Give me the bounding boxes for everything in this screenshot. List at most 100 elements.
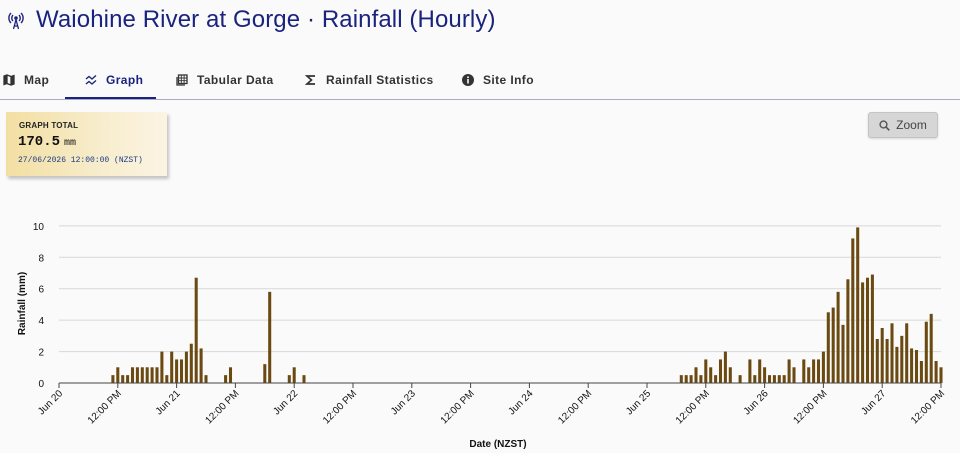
rainfall-bar bbox=[841, 324, 845, 383]
rainfall-bar bbox=[694, 367, 698, 383]
map-icon bbox=[3, 74, 15, 86]
rainfall-bar bbox=[684, 375, 688, 383]
rainfall-bar bbox=[126, 375, 130, 383]
rainfall-bar bbox=[919, 361, 923, 383]
rainfall-bar bbox=[885, 339, 889, 383]
x-tick-label: 12:00 PM bbox=[86, 388, 124, 426]
rainfall-bar bbox=[199, 348, 203, 383]
graph-total-label: GRAPH TOTAL bbox=[19, 121, 79, 130]
rainfall-bar bbox=[179, 359, 184, 383]
rainfall-bar bbox=[826, 312, 830, 383]
tab-site-info[interactable]: Site Info bbox=[462, 60, 534, 100]
page-title: Waiohine River at Gorge · Rainfall (Hour… bbox=[36, 6, 496, 33]
graph-total-value: 170.5 mm bbox=[18, 134, 76, 150]
rainfall-bar bbox=[787, 359, 791, 383]
rainfall-bar bbox=[140, 367, 144, 383]
x-tick-label: Jun 26 bbox=[742, 388, 771, 417]
rainfall-bar bbox=[145, 367, 149, 383]
tab-label: Graph bbox=[106, 73, 144, 87]
rainfall-bar bbox=[758, 359, 762, 383]
graph-total-number: 170.5 bbox=[18, 134, 61, 150]
x-tick-label: 12:00 PM bbox=[203, 388, 241, 426]
rainfall-bar bbox=[905, 323, 909, 383]
table-icon bbox=[176, 74, 188, 86]
rainfall-bar bbox=[204, 375, 208, 383]
rainfall-bar bbox=[699, 375, 703, 383]
rainfall-bar bbox=[723, 351, 727, 383]
tab-graph[interactable]: Graph bbox=[85, 60, 143, 100]
app-header: Waiohine River at Gorge · Rainfall (Hour… bbox=[0, 0, 960, 44]
rainfall-bar bbox=[709, 367, 713, 383]
rainfall-bar bbox=[851, 238, 855, 383]
chart-axes: 0 2 4 6 8 10 Jun 20 12:00 PM Jun 21 12:00 PM Jun 2… bbox=[33, 222, 947, 427]
x-tick-label: Jun 22 bbox=[271, 388, 300, 417]
rainfall-bar bbox=[802, 359, 806, 383]
rainfall-bar bbox=[910, 348, 914, 383]
active-tab-indicator bbox=[65, 97, 156, 99]
y-tick-label: 6 bbox=[38, 285, 44, 296]
x-tick-label: Jun 25 bbox=[624, 388, 653, 417]
rainfall-bar bbox=[160, 351, 164, 383]
rainfall-bar bbox=[792, 367, 796, 383]
rainfall-bar bbox=[728, 367, 732, 383]
rainfall-bar bbox=[900, 335, 904, 383]
rainfall-bar bbox=[263, 364, 267, 383]
x-tick-label: 12:00 PM bbox=[556, 388, 594, 426]
x-tick-label: Jun 20 bbox=[36, 388, 65, 417]
y-tick-label: 2 bbox=[38, 348, 44, 359]
search-icon bbox=[879, 119, 891, 131]
tab-label: Site Info bbox=[483, 73, 534, 87]
rainfall-bar bbox=[165, 375, 169, 383]
sigma-icon bbox=[305, 75, 315, 85]
y-tick-label: 0 bbox=[38, 379, 44, 390]
rainfall-bar bbox=[228, 367, 233, 383]
rainfall-bar bbox=[821, 351, 825, 383]
x-tick-label: Jun 21 bbox=[154, 388, 183, 417]
x-tick-label: 12:00 PM bbox=[791, 388, 829, 426]
rainfall-bar bbox=[753, 375, 757, 383]
line-graph-icon bbox=[85, 74, 97, 85]
rainfall-bar bbox=[738, 375, 742, 383]
x-tick-label: Jun 23 bbox=[389, 388, 418, 417]
tab-tabular-data[interactable]: Tabular Data bbox=[176, 60, 274, 100]
rainfall-bar bbox=[292, 367, 296, 383]
rainfall-bar bbox=[865, 277, 870, 383]
rainfall-bar bbox=[782, 375, 786, 383]
tab-rainfall-statistics[interactable]: Rainfall Statistics bbox=[305, 60, 434, 100]
x-tick-label: 12:00 PM bbox=[674, 388, 712, 426]
tab-label: Map bbox=[24, 73, 50, 87]
rainfall-bar bbox=[924, 321, 928, 383]
tab-map[interactable]: Map bbox=[3, 60, 49, 100]
rainfall-bar bbox=[189, 343, 193, 383]
zoom-label: Zoom bbox=[896, 118, 927, 132]
tab-bar: Map Graph Tabular Data Rainfall Statisti… bbox=[0, 60, 960, 100]
graph-total-unit: mm bbox=[64, 138, 77, 149]
x-tick-label: 12:00 PM bbox=[321, 388, 359, 426]
x-axis-title: Date (NZST) bbox=[469, 439, 526, 450]
rainfall-bar bbox=[111, 375, 115, 383]
x-tick-label: 12:00 PM bbox=[909, 388, 947, 426]
rainfall-bar bbox=[856, 227, 860, 383]
rainfall-bar bbox=[175, 359, 179, 383]
rainfall-bar bbox=[287, 375, 291, 383]
rainfall-bar bbox=[812, 359, 816, 383]
rainfall-bar bbox=[880, 328, 884, 383]
rainfall-bar bbox=[184, 351, 188, 383]
chart-bars bbox=[111, 227, 943, 383]
y-tick-label: 4 bbox=[38, 316, 44, 327]
rainfall-bar bbox=[150, 367, 154, 383]
rainfall-bar bbox=[155, 367, 159, 383]
x-tick-label: Jun 24 bbox=[507, 388, 536, 417]
rainfall-bar bbox=[170, 351, 174, 383]
zoom-button[interactable]: Zoom bbox=[868, 112, 938, 138]
x-tick-label: 12:00 PM bbox=[439, 388, 477, 426]
rainfall-bar bbox=[861, 282, 865, 383]
tab-label: Tabular Data bbox=[197, 73, 274, 87]
graph-total-card: GRAPH TOTAL 170.5 mm 27/06/2026 12:00:00 … bbox=[6, 112, 167, 176]
rainfall-bar bbox=[224, 375, 228, 383]
rainfall-bar bbox=[934, 361, 938, 383]
rainfall-bar bbox=[130, 367, 135, 383]
rainfall-bar bbox=[714, 375, 718, 383]
rainfall-bar bbox=[135, 367, 139, 383]
y-tick-label: 8 bbox=[38, 253, 44, 264]
